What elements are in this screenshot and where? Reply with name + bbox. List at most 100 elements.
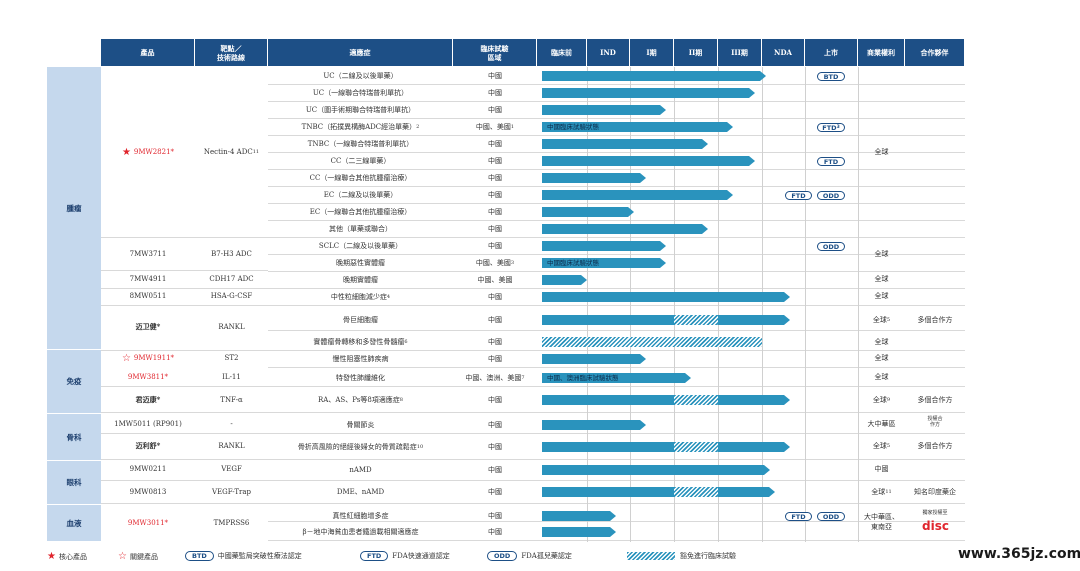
progress-bar [542, 511, 616, 521]
progress-bar [542, 275, 587, 285]
indication-cell: 骨折高風險的絕經後婦女的骨質疏鬆症 10 [297, 443, 424, 451]
ftd-badge: FTD 3 [817, 123, 845, 132]
progress-bar [542, 258, 666, 268]
header-phase1: I期 [630, 39, 674, 66]
rights-mailishu: 全球 5 [872, 442, 891, 450]
category-tumor: 腫瘤 [47, 67, 101, 350]
region-cell: 中國 [488, 316, 502, 324]
row-line [268, 433, 965, 434]
key-star-icon: ☆ [118, 551, 127, 562]
product-line [101, 480, 268, 481]
target-9mw2821: Nectin-4 ADC 11 [203, 148, 260, 156]
region-cell: 中國 [488, 89, 502, 97]
row-line [268, 84, 965, 85]
progress-bar [542, 527, 616, 537]
bar-label: 中國、澳洲臨床試驗狀態 [547, 374, 619, 382]
category-bone: 骨科 [47, 414, 101, 461]
bar-label: 中國臨床試驗狀態 [547, 123, 599, 131]
row-line [268, 412, 965, 413]
btd-badge-icon: BTD [185, 551, 214, 561]
rights-7mw4911: 全球 [874, 275, 889, 283]
header-nda: NDA [762, 39, 805, 66]
core-star-icon: ★ [121, 146, 131, 158]
product-7mw3711: 7MW3711 [129, 250, 167, 258]
target-7mw3711: B7-H3 ADC [211, 250, 252, 258]
product-line [101, 270, 268, 271]
product-maiweijian: 迈卫健* [135, 322, 161, 331]
header-target: 靶點／ 技術路線 [195, 39, 268, 66]
target-8mw0511: HSA-G-CSF [210, 292, 253, 300]
product-7mw4911: 7MW4911 [129, 275, 167, 283]
header-product: 產品 [101, 39, 195, 66]
product-junmaikang: 君迈康* [135, 395, 161, 404]
product-9mw0211: 9MW0211 [129, 465, 167, 473]
rights-maiwei-1: 全球 5 [872, 316, 891, 324]
partner-rp901: 授權合 作方 [927, 416, 943, 428]
progress-bar [542, 139, 708, 149]
product-name: 9MW1911* [133, 354, 175, 362]
region-cell: 中國 [488, 72, 502, 80]
header-rights: 商業權利 [858, 39, 905, 66]
product-9mw3811: 9MW3811* [127, 373, 169, 381]
product-line [101, 433, 268, 434]
target-9mw3011: TMPRSS6 [213, 519, 250, 527]
indication-cell: 中性粒細胞減少症 4 [330, 293, 391, 301]
row-line [268, 503, 965, 504]
progress-bar [542, 88, 755, 98]
header-ind: IND [587, 39, 630, 66]
progress-bar [542, 207, 634, 217]
header-phase2: II期 [674, 39, 718, 66]
target-mailishu: RANKL [218, 442, 245, 450]
region-cell: 中國 [488, 443, 502, 451]
progress-bar [542, 292, 790, 302]
indication-cell: UC（二線及以後單藥） [323, 72, 398, 80]
region-cell: 中國 [488, 106, 502, 114]
category-eye: 眼科 [47, 461, 101, 505]
target-9mw1911: ST2 [224, 354, 239, 362]
indication-cell: nAMD [349, 466, 372, 474]
row-line [268, 459, 965, 460]
legend-btd: BTD 中國藥監局突破性療法認定 [185, 551, 302, 561]
product-1mw5011: 1MW5011 (RP901) [114, 420, 182, 428]
product-8mw0511: 8MW0511 [129, 292, 167, 300]
indication-cell: 其他（單藥或聯合） [329, 225, 392, 233]
indication-cell: 骨巨細胞瘤 [343, 316, 378, 324]
row-line [268, 540, 965, 541]
progress-bar [542, 442, 790, 452]
partner-9mw0813: 知名印度藥企 [914, 488, 956, 496]
indication-cell: TNBC（一線聯合特瑞普利單抗） [307, 140, 414, 148]
region-cell: 中國 [488, 396, 502, 404]
region-cell: 中國 [488, 242, 502, 250]
phase-divider [587, 67, 588, 542]
target-maiweijian: RANKL [218, 323, 245, 331]
product-line [101, 412, 268, 413]
progress-bar [542, 224, 708, 234]
header-partner: 合作夥伴 [905, 39, 965, 66]
header-preclinical: 臨床前 [537, 39, 587, 66]
odd-badge: ODD [817, 191, 845, 200]
indication-cell: 骨關節炎 [346, 421, 375, 429]
disc-logo: disc [922, 519, 949, 533]
progress-bar [542, 354, 646, 364]
product-9mw0813: 9MW0813 [129, 488, 167, 496]
product-line [101, 350, 268, 351]
partner-maiwei: 多個合作方 [917, 316, 953, 324]
region-cell: 中國 [488, 512, 502, 520]
indication-cell: 特發性肺纖維化 [336, 374, 385, 382]
progress-bar [542, 420, 646, 430]
indication-cell: 慢性阻塞性肺疾病 [332, 355, 389, 363]
region-cell: 中國 [488, 157, 502, 165]
product-line [101, 288, 268, 289]
progress-bar [542, 241, 666, 251]
rights-maiwei-2: 全球 [874, 338, 889, 346]
odd-badge: ODD [817, 512, 845, 521]
odd-badge-icon: ODD [487, 551, 518, 561]
hatch-swatch-icon [627, 552, 675, 560]
region-cell: 中國 [488, 355, 502, 363]
partner-9mw3011-label: 獨家授權至 [922, 509, 948, 516]
rights-8mw0511: 全球 [874, 292, 889, 300]
progress-bar [542, 156, 755, 166]
row-line [268, 288, 965, 289]
rights-1mw5011: 大中華區 [867, 420, 896, 428]
row-line [268, 254, 965, 255]
